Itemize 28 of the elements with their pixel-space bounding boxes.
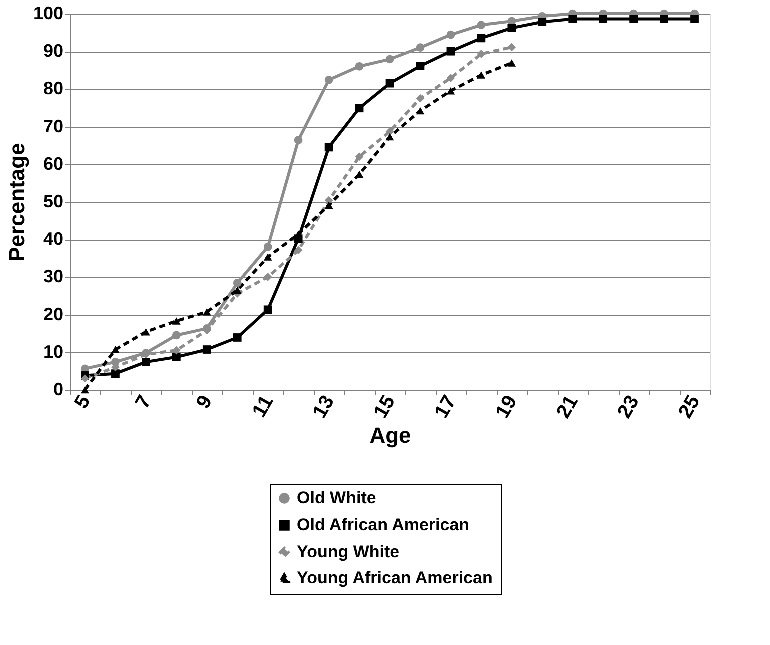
legend-label: Old African American (297, 516, 470, 534)
y-axis-title: Percentage (4, 143, 30, 262)
y-tick-label: 60 (43, 154, 64, 174)
legend-label: Young African American (297, 568, 493, 588)
x-tick-label: 21 (552, 392, 583, 422)
y-tick-label: 10 (43, 342, 64, 362)
x-tick-label: 25 (674, 392, 705, 422)
x-tick-label: 17 (430, 392, 461, 422)
x-tick-label: 13 (308, 392, 340, 422)
y-tick-label: 100 (33, 4, 64, 24)
legend-label: Young White (297, 542, 400, 562)
y-tick-label: 70 (43, 116, 64, 136)
x-tick-label: 23 (614, 392, 644, 422)
y-tick-label: 40 (43, 229, 64, 250)
y-tick-label: 20 (43, 304, 64, 324)
y-tick-label: 90 (43, 41, 64, 62)
legend-label: Old White (297, 488, 376, 508)
y-tick-label: 30 (43, 266, 64, 287)
x-tick-label: 19 (492, 392, 522, 422)
y-tick-label: 50 (43, 192, 64, 212)
x-tick-label: 7 (132, 392, 156, 413)
x-tick-label: 5 (70, 392, 96, 413)
x-tick-label: 11 (248, 392, 278, 422)
y-tick-label: 0 (53, 380, 64, 400)
x-tick-label: 9 (192, 392, 218, 413)
x-tick-label: 15 (370, 392, 400, 422)
x-axis-title: Age (370, 422, 412, 448)
y-tick-label: 80 (43, 78, 64, 99)
